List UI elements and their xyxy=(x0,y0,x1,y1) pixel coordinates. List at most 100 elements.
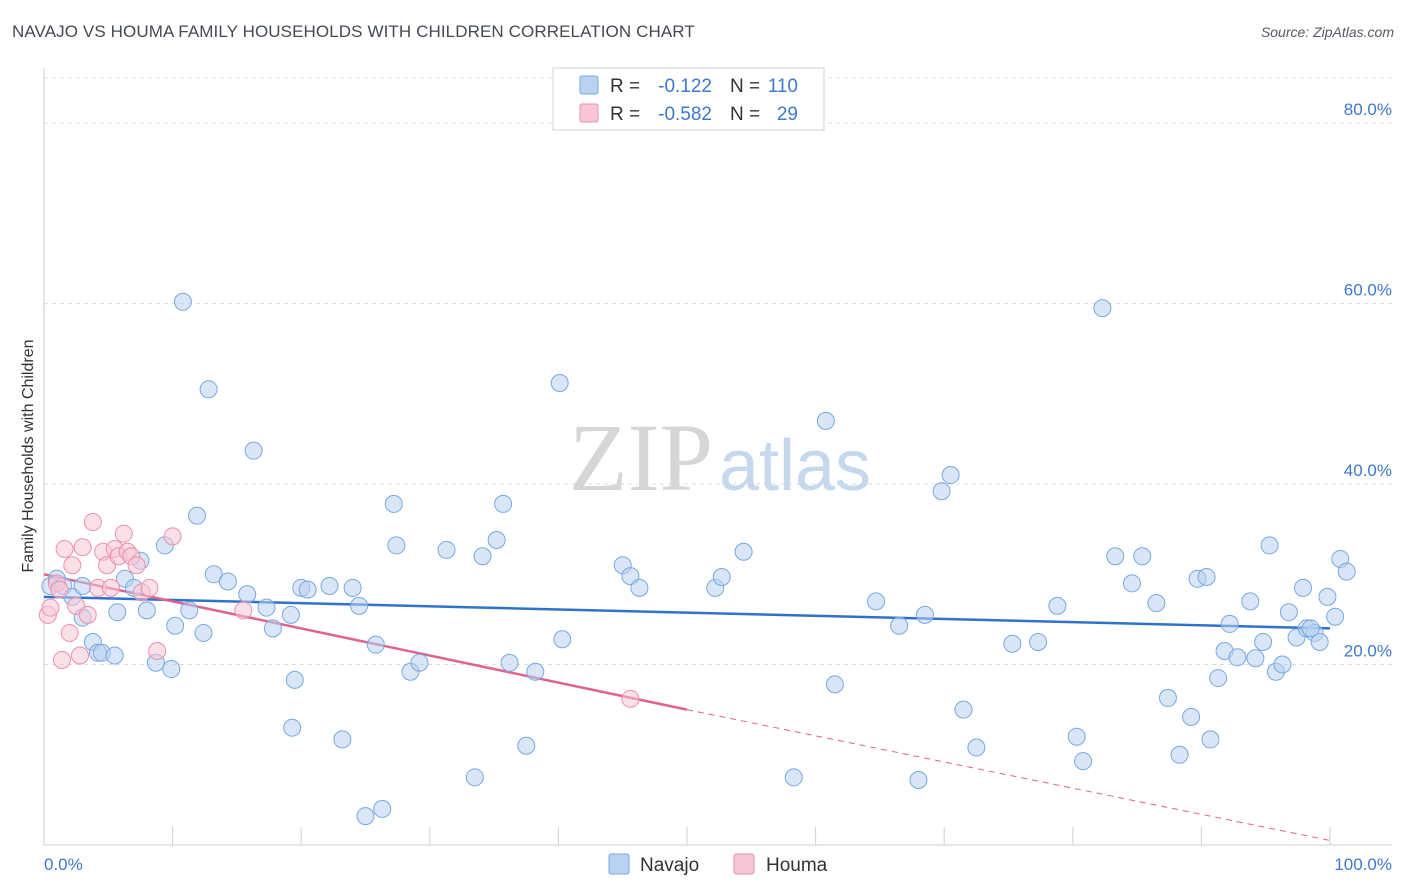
houma-point xyxy=(50,580,69,599)
houma-point xyxy=(41,598,60,617)
navajo-point xyxy=(320,577,339,596)
navajo-point xyxy=(73,577,92,596)
stats-legend: R = -0.122 N = 110 R = -0.582 N = 29 xyxy=(552,67,825,131)
navajo-point xyxy=(244,441,263,460)
navajo-point xyxy=(915,605,934,624)
navajo-point xyxy=(550,373,569,392)
legend-swatch-houma xyxy=(733,853,755,875)
houma-point xyxy=(140,578,159,597)
houma-point xyxy=(234,601,253,620)
navajo-point xyxy=(1133,547,1152,566)
legend-swatch-navajo xyxy=(608,853,630,875)
navajo-point xyxy=(366,635,385,654)
houma-point xyxy=(63,556,82,575)
navajo-point xyxy=(1337,562,1356,581)
navajo-point xyxy=(285,670,304,689)
navajo-point xyxy=(494,494,513,513)
navajo-point xyxy=(473,547,492,566)
y-tick-labels: 20.0% 40.0% 60.0% 80.0% xyxy=(1344,100,1392,660)
source-label: Source: ZipAtlas.com xyxy=(1260,24,1394,40)
series-legend: Navajo Houma xyxy=(608,853,828,876)
navajo-point xyxy=(1260,536,1279,555)
navajo-point xyxy=(1093,299,1112,318)
houma-trendline-dashed xyxy=(686,709,1331,841)
navajo-point xyxy=(1074,752,1093,771)
navajo-point xyxy=(890,616,909,635)
houma-point xyxy=(55,540,74,559)
navajo-point xyxy=(1106,547,1125,566)
navajo-point xyxy=(1170,745,1189,764)
navajo-point xyxy=(283,718,302,737)
navajo-point xyxy=(517,736,536,755)
axes-layer xyxy=(43,68,1392,846)
navajo-point xyxy=(188,506,207,525)
navajo-point xyxy=(487,531,506,550)
navajo-point xyxy=(356,807,375,826)
stats-n-value-houma: 29 xyxy=(777,104,798,125)
legend-label-houma: Houma xyxy=(766,855,828,876)
navajo-point xyxy=(350,596,369,615)
navajo-point xyxy=(712,568,731,587)
x-tick-labels: 0.0% 100.0% xyxy=(44,855,1392,874)
navajo-point xyxy=(343,578,362,597)
y-tick-label: 20.0% xyxy=(1344,642,1392,661)
houma-point xyxy=(127,556,146,575)
navajo-point xyxy=(1254,632,1273,651)
navajo-point xyxy=(1301,619,1320,638)
points-layer xyxy=(38,292,1356,826)
navajo-point xyxy=(553,630,572,649)
navajo-point xyxy=(1147,594,1166,613)
navajo-point xyxy=(1067,727,1086,746)
navajo-point xyxy=(1197,568,1216,587)
navajo-point xyxy=(1273,655,1292,674)
navajo-point xyxy=(298,580,317,599)
navajo-point xyxy=(1326,607,1345,626)
navajo-point xyxy=(500,653,519,672)
navajo-point xyxy=(137,601,156,620)
navajo-point xyxy=(1246,649,1265,668)
navajo-point xyxy=(1228,648,1247,667)
stats-n-value-navajo: 110 xyxy=(768,76,798,97)
stats-legend-swatch-navajo xyxy=(579,75,599,95)
legend-label-navajo: Navajo xyxy=(640,855,699,876)
stats-n-label-houma: N = xyxy=(730,104,760,125)
navajo-point xyxy=(437,540,456,559)
navajo-point xyxy=(204,565,223,584)
navajo-point xyxy=(194,623,213,642)
watermark: ZIPatlas xyxy=(569,404,871,511)
x-tick-label-min: 0.0% xyxy=(44,855,83,874)
watermark-atlas: atlas xyxy=(719,426,871,506)
houma-point xyxy=(163,527,182,546)
chart-title: NAVAJO VS HOUMA FAMILY HOUSEHOLDS WITH C… xyxy=(12,22,695,41)
navajo-point xyxy=(967,738,986,757)
navajo-point xyxy=(166,616,185,635)
houma-point xyxy=(53,651,72,670)
houma-point xyxy=(78,605,97,624)
houma-point xyxy=(83,512,102,531)
navajo-point xyxy=(867,592,886,611)
navajo-point xyxy=(526,662,545,681)
navajo-point xyxy=(1029,632,1048,651)
navajo-point xyxy=(941,466,960,485)
navajo-point xyxy=(1310,632,1329,651)
navajo-point xyxy=(1048,596,1067,615)
stats-r-value-houma: -0.582 xyxy=(658,104,712,125)
trendline-layer xyxy=(43,573,1331,841)
navajo-point xyxy=(1122,574,1141,593)
navajo-point xyxy=(1293,578,1312,597)
navajo-point xyxy=(825,675,844,694)
houma-point xyxy=(114,524,133,543)
navajo-point xyxy=(108,603,127,622)
navajo-point xyxy=(373,799,392,818)
watermark-zip: ZIP xyxy=(569,404,713,511)
navajo-point xyxy=(784,768,803,787)
y-axis-title: Family Households with Children xyxy=(20,340,37,573)
houma-point xyxy=(621,689,640,708)
navajo-point xyxy=(105,646,124,665)
y-tick-label: 40.0% xyxy=(1344,461,1392,480)
houma-point xyxy=(73,538,92,557)
navajo-point xyxy=(238,585,257,604)
navajo-point xyxy=(1209,669,1228,688)
x-tick-label-max: 100.0% xyxy=(1334,855,1392,874)
navajo-point xyxy=(1241,592,1260,611)
